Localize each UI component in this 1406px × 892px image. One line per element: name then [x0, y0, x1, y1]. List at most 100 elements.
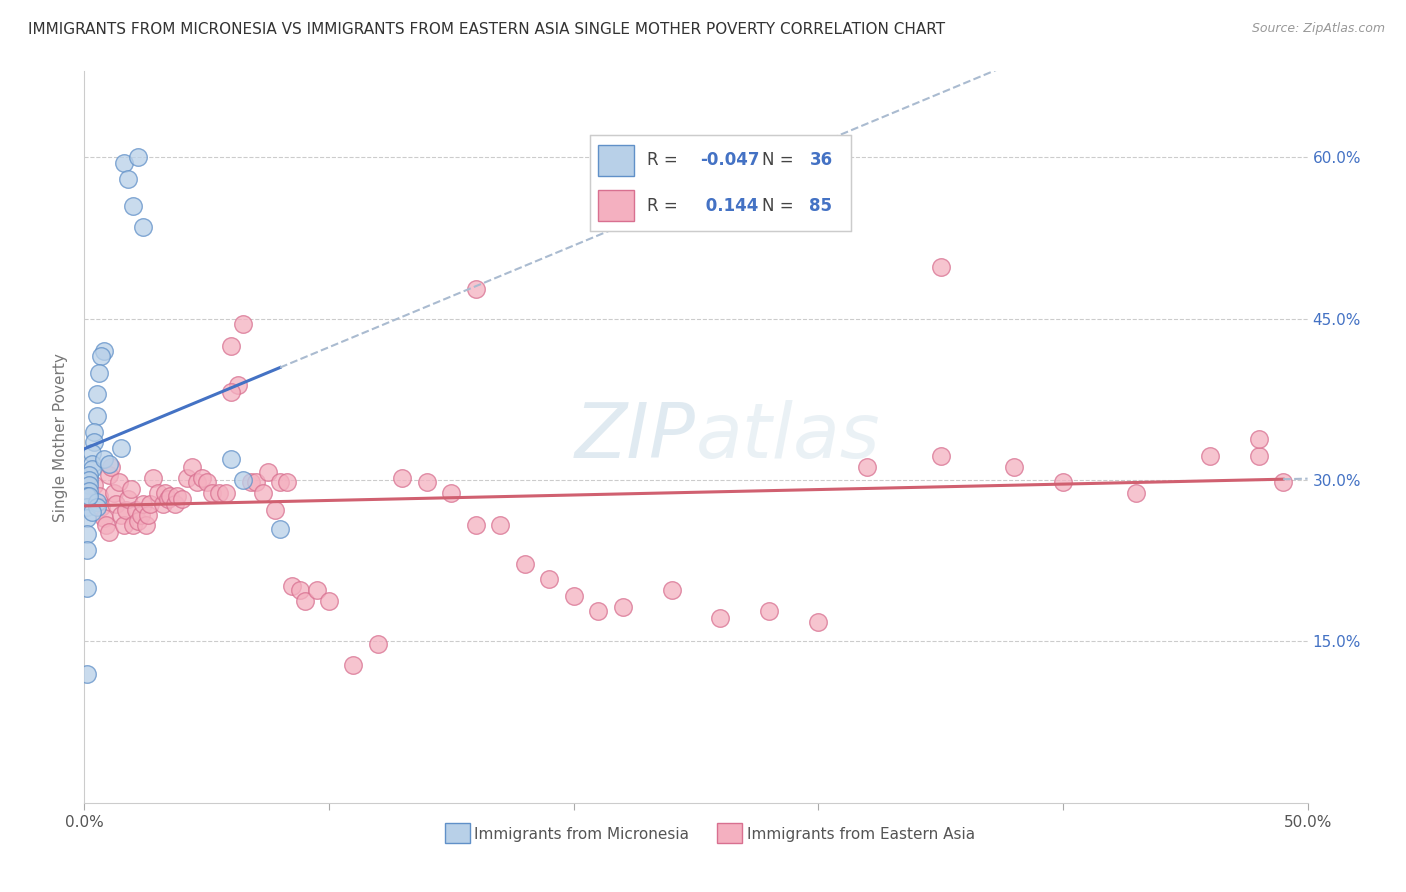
Point: [232, 473, 254, 487]
Point: [96, 518, 118, 533]
Point: [758, 604, 780, 618]
Point: [100, 460, 122, 475]
Point: [1052, 475, 1074, 490]
Point: [156, 492, 179, 507]
Point: [142, 471, 165, 485]
Point: [132, 497, 155, 511]
Point: [107, 475, 129, 490]
Point: [146, 486, 169, 500]
Point: [281, 578, 304, 592]
Point: [232, 317, 254, 331]
Point: [1247, 432, 1270, 446]
Point: [86, 387, 108, 401]
Point: [76, 666, 98, 681]
Point: [90, 350, 112, 364]
Point: [117, 492, 139, 507]
Point: [76, 581, 98, 595]
Point: [152, 497, 174, 511]
Point: [76, 500, 98, 514]
Point: [464, 282, 486, 296]
Point: [305, 582, 328, 597]
Text: Immigrants from Eastern Asia: Immigrants from Eastern Asia: [747, 827, 974, 841]
Point: [120, 482, 142, 496]
Text: N =: N =: [762, 152, 799, 169]
Point: [181, 460, 204, 475]
Point: [76, 489, 98, 503]
Text: N =: N =: [762, 196, 799, 215]
Point: [709, 611, 731, 625]
Point: [136, 508, 159, 522]
Text: Immigrants from Micronesia: Immigrants from Micronesia: [474, 827, 689, 841]
Point: [77, 489, 100, 503]
Text: 36: 36: [810, 152, 832, 169]
Point: [215, 486, 238, 500]
Point: [219, 384, 242, 399]
Text: ZIP: ZIP: [575, 401, 696, 474]
Point: [125, 503, 148, 517]
Point: [219, 338, 242, 352]
Point: [288, 582, 311, 597]
Point: [97, 457, 120, 471]
Point: [264, 503, 287, 517]
Point: [80, 457, 103, 471]
Text: atlas: atlas: [696, 401, 880, 474]
Point: [219, 451, 242, 466]
Point: [416, 475, 439, 490]
Point: [76, 543, 98, 558]
Point: [127, 150, 149, 164]
Point: [83, 425, 105, 439]
Point: [86, 409, 108, 423]
Point: [122, 199, 145, 213]
Y-axis label: Single Mother Poverty: Single Mother Poverty: [53, 352, 69, 522]
Point: [77, 473, 100, 487]
Point: [80, 446, 103, 460]
Point: [661, 582, 683, 597]
Point: [103, 486, 125, 500]
Point: [87, 489, 110, 503]
Point: [489, 518, 512, 533]
Point: [929, 260, 952, 274]
Point: [90, 500, 112, 514]
Point: [269, 475, 291, 490]
Point: [129, 508, 152, 522]
Text: 0.144: 0.144: [700, 196, 758, 215]
Point: [112, 518, 135, 533]
Point: [115, 503, 138, 517]
Point: [342, 658, 364, 673]
Point: [586, 604, 609, 618]
Point: [166, 489, 188, 503]
Point: [269, 521, 291, 535]
Point: [612, 600, 634, 615]
Point: [132, 220, 155, 235]
Text: Source: ZipAtlas.com: Source: ZipAtlas.com: [1251, 22, 1385, 36]
FancyBboxPatch shape: [598, 145, 634, 176]
Point: [856, 460, 879, 475]
Point: [83, 478, 105, 492]
Point: [176, 471, 198, 485]
Point: [122, 518, 145, 533]
Text: -0.047: -0.047: [700, 152, 759, 169]
Point: [172, 492, 194, 507]
Point: [86, 500, 108, 514]
Point: [117, 172, 139, 186]
Point: [112, 156, 135, 170]
Point: [77, 467, 100, 482]
Point: [294, 593, 316, 607]
Point: [83, 435, 105, 450]
Point: [77, 478, 100, 492]
Point: [76, 527, 98, 541]
Point: [538, 572, 561, 586]
Point: [93, 510, 115, 524]
Point: [105, 497, 128, 511]
Point: [239, 475, 262, 490]
Point: [208, 486, 231, 500]
Point: [159, 489, 181, 503]
Point: [440, 486, 463, 500]
Point: [367, 637, 389, 651]
Point: [245, 475, 267, 490]
Text: 85: 85: [810, 196, 832, 215]
Point: [276, 475, 298, 490]
Point: [97, 467, 120, 482]
Point: [80, 505, 103, 519]
Point: [110, 441, 132, 455]
